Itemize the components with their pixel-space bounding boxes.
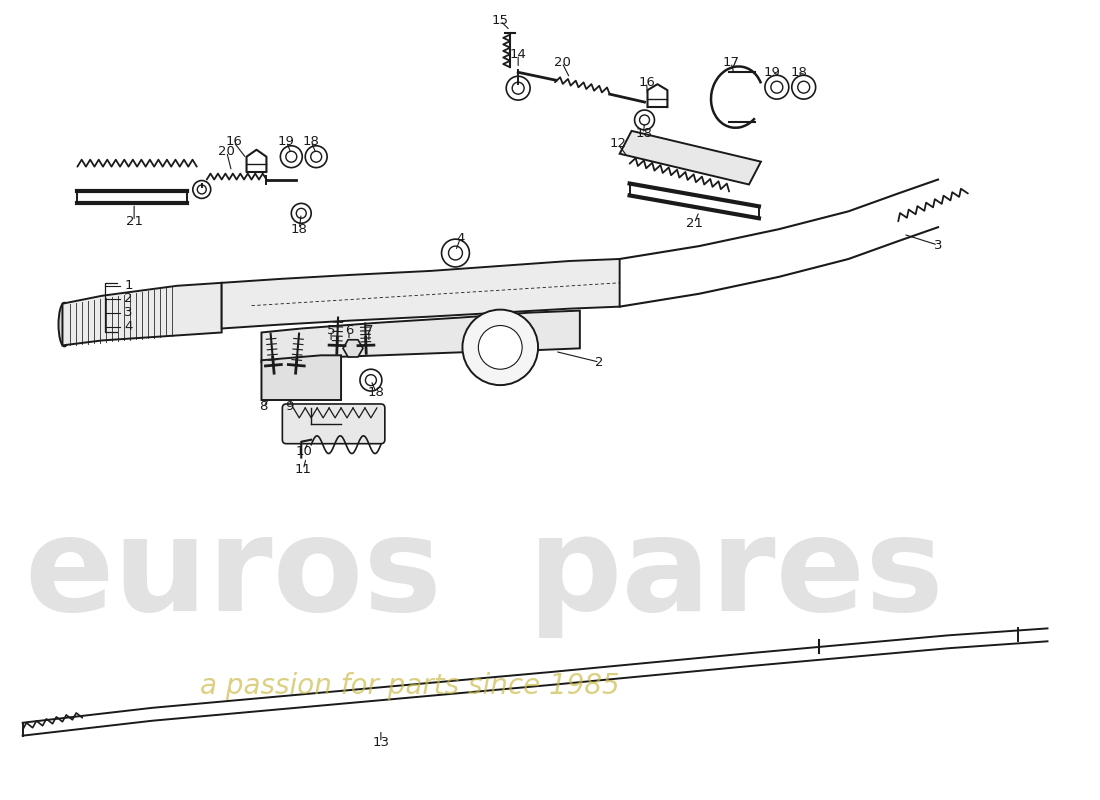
- Polygon shape: [63, 283, 222, 346]
- Text: 20: 20: [553, 56, 571, 69]
- Text: 19: 19: [278, 135, 295, 148]
- Text: 3: 3: [934, 238, 943, 251]
- Polygon shape: [262, 355, 341, 400]
- Polygon shape: [343, 340, 363, 357]
- Text: 6: 6: [344, 324, 353, 337]
- Text: 3: 3: [124, 306, 133, 319]
- Text: 20: 20: [218, 146, 235, 158]
- Text: 5: 5: [327, 324, 336, 337]
- Text: 2: 2: [124, 292, 133, 306]
- Text: 7: 7: [365, 324, 373, 337]
- Text: 2: 2: [595, 356, 604, 369]
- Circle shape: [462, 310, 538, 385]
- Text: 21: 21: [125, 214, 143, 228]
- Text: 18: 18: [290, 222, 308, 236]
- Text: 18: 18: [790, 66, 807, 78]
- Text: 9: 9: [285, 401, 294, 414]
- Text: a passion for parts since 1985: a passion for parts since 1985: [200, 672, 619, 700]
- Text: 11: 11: [295, 463, 311, 476]
- Text: 12: 12: [609, 138, 626, 150]
- Text: 18: 18: [302, 135, 320, 148]
- Text: 1: 1: [124, 279, 133, 292]
- Text: 4: 4: [124, 320, 132, 333]
- Text: 21: 21: [685, 217, 703, 230]
- Polygon shape: [619, 131, 761, 185]
- Polygon shape: [262, 310, 580, 362]
- Text: 14: 14: [509, 48, 527, 61]
- Text: 13: 13: [373, 736, 389, 749]
- Text: 10: 10: [296, 445, 312, 458]
- Text: 4: 4: [456, 232, 464, 245]
- Text: 16: 16: [226, 135, 242, 148]
- Text: 19: 19: [763, 66, 780, 78]
- Text: 18: 18: [635, 127, 652, 140]
- Text: 8: 8: [260, 401, 267, 414]
- Text: pares: pares: [528, 511, 945, 638]
- Ellipse shape: [58, 302, 70, 346]
- FancyBboxPatch shape: [283, 404, 385, 444]
- Text: euros: euros: [24, 511, 442, 638]
- Text: 17: 17: [723, 56, 739, 69]
- Text: 18: 18: [367, 386, 384, 398]
- Circle shape: [478, 326, 522, 370]
- Text: 15: 15: [492, 14, 509, 27]
- Text: 16: 16: [638, 76, 654, 89]
- Polygon shape: [222, 259, 619, 329]
